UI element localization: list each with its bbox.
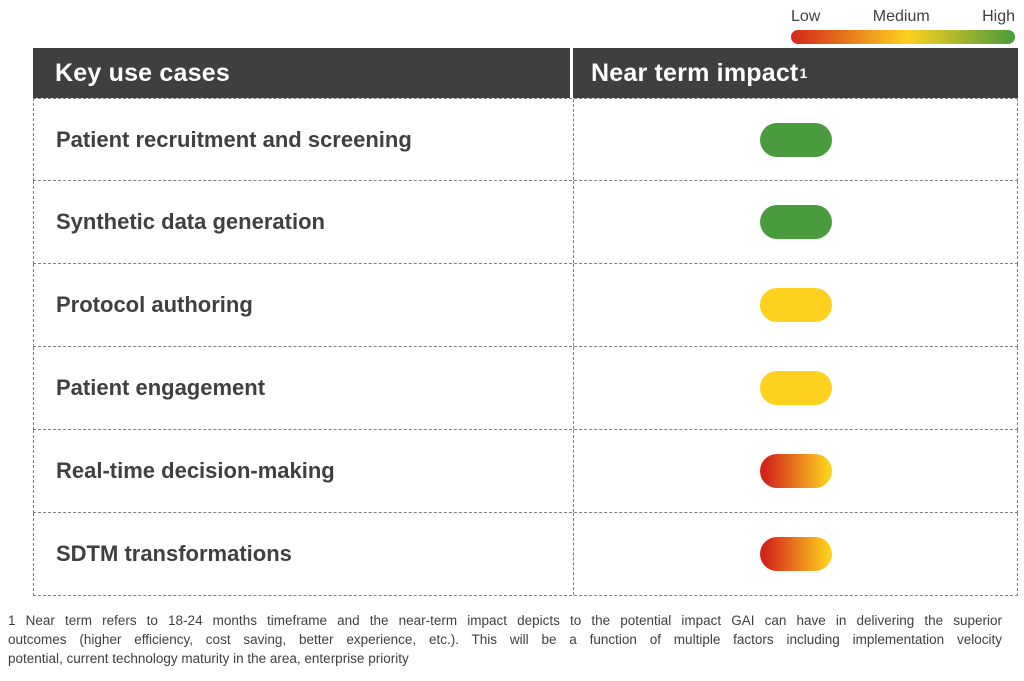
impact-cell [574,513,1017,595]
table-row: Real-time decision-making [33,430,1018,513]
legend-labels: Low Medium High [791,8,1015,26]
impact-legend: Low Medium High [791,8,1015,44]
use-case-label: SDTM transformations [34,513,574,595]
table-row: Protocol authoring [33,264,1018,347]
header-near-term-impact-label: Near term impact [591,58,799,87]
table-header-row: Key use cases Near term impact 1 [33,48,1018,98]
footnote-line: outcomes (higher efficiency, cost saving… [8,632,1002,648]
footnote: 1 Near term refers to 18-24 months timef… [8,611,1002,668]
impact-pill [759,122,832,157]
impact-pill [759,454,832,488]
table-row: SDTM transformations [33,513,1018,596]
table-row: Synthetic data generation [33,181,1018,264]
impact-cell [574,347,1017,429]
use-cases-table: Key use cases Near term impact 1 Patient … [33,48,1018,596]
impact-pill [759,537,832,571]
impact-cell [574,264,1017,346]
table-body: Patient recruitment and screening Synthe… [33,98,1018,596]
use-case-label: Protocol authoring [34,264,574,346]
impact-cell [574,430,1017,512]
use-case-label: Synthetic data generation [34,181,574,263]
header-key-use-cases-label: Key use cases [55,58,230,87]
impact-cell [574,181,1017,263]
footnote-line: potential, current technology maturity i… [8,651,409,667]
impact-pill [759,371,832,405]
impact-pill [759,205,832,239]
legend-label-low: Low [791,8,821,25]
legend-label-high: High [982,8,1015,25]
footnote-line: 1 Near term refers to 18-24 months timef… [8,613,1002,628]
legend-gradient-bar [791,30,1015,44]
header-key-use-cases: Key use cases [33,48,573,98]
legend-label-medium: Medium [872,8,930,25]
table-row: Patient engagement [33,347,1018,430]
table-row: Patient recruitment and screening [33,98,1018,181]
use-case-label: Real-time decision-making [34,430,574,512]
impact-cell [574,99,1017,180]
header-near-term-impact: Near term impact 1 [591,58,808,87]
use-case-label: Patient recruitment and screening [34,99,574,180]
impact-pill [759,288,832,322]
use-case-label: Patient engagement [34,347,574,429]
